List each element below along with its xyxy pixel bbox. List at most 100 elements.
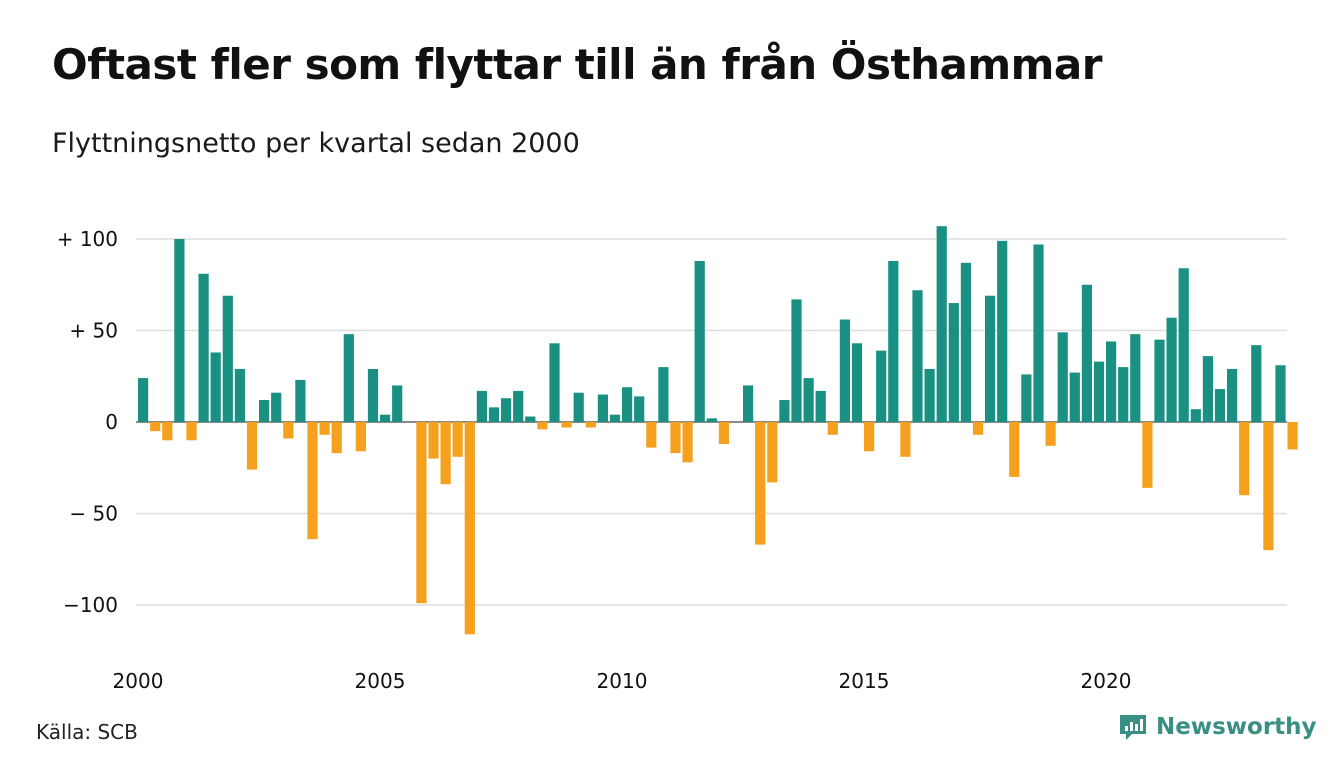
bar-2023-q1 [1251,345,1262,422]
bar-2005-q4 [416,422,427,604]
y-tick-label: 0 [105,410,118,434]
bar-2020-q2 [1118,367,1129,422]
bar-2018-q2 [1021,374,1032,422]
bar-2004-q2 [343,334,354,422]
brand-logo: Newsworthy [1118,712,1317,742]
bar-2010-q2 [634,396,645,422]
bar-chart: + 100 + 50 0 − 50 −100 2000 2005 2010 2015 2020 [57,226,1298,693]
newsworthy-logo-icon [1120,715,1146,740]
bar-2011-q3 [694,260,705,422]
bar-2017-q2 [972,422,984,435]
bar-2006-q3 [452,422,463,457]
x-tick-label: 2015 [839,669,890,693]
bar-2008-q1 [525,416,536,422]
bar-2020-q1 [1106,341,1117,422]
bar-2010-q4 [658,367,669,422]
bar-2008-q2 [537,422,548,430]
y-axis-labels: + 100 + 50 0 − 50 −100 [57,227,118,617]
bar-2013-q4 [803,378,814,422]
bar-2016-q1 [912,290,923,422]
bar-2016-q4 [948,303,959,422]
bar-2014-q2 [827,422,838,435]
bar-2001-q1 [186,422,197,441]
bar-2006-q4 [464,422,475,635]
bar-2008-q4 [561,422,572,428]
x-tick-label: 2010 [597,669,648,693]
brand-name: Newsworthy [1156,714,1317,740]
bar-2019-q1 [1057,332,1068,422]
y-tick-label: −100 [63,593,118,617]
bar-2023-q4 [1287,422,1298,450]
bar-2013-q1 [767,422,778,483]
bar-2023-q2 [1263,422,1274,551]
bar-2021-q1 [1154,339,1165,422]
bar-2011-q2 [682,422,693,463]
bar-2007-q1 [476,390,487,422]
bar-2014-q1 [815,390,826,422]
bar-2018-q3 [1033,244,1044,422]
bar-2000-q1 [138,378,149,422]
bar-2002-q4 [271,392,282,422]
bar-2002-q1 [234,368,245,422]
bar-2023-q3 [1275,365,1286,422]
bar-2011-q1 [670,422,681,454]
bar-2008-q3 [549,343,560,422]
x-tick-label: 2020 [1081,669,1132,693]
bar-2012-q3 [743,385,754,422]
x-axis-labels: 2000 2005 2010 2015 2020 [113,669,1132,693]
bar-2020-q3 [1130,334,1141,422]
bar-2000-q2 [150,422,161,432]
y-tick-label: + 100 [57,227,118,251]
bar-2003-q2 [295,379,306,422]
bar-2012-q1 [718,422,729,444]
bar-2009-q4 [609,414,621,422]
bar-2003-q4 [319,422,330,435]
bar-2021-q4 [1190,409,1201,422]
bar-2001-q2 [198,273,209,422]
bar-2015-q3 [888,260,899,422]
bar-2014-q4 [851,343,863,422]
bar-2001-q4 [222,295,233,422]
x-tick-label: 2000 [113,669,164,693]
bar-2015-q2 [876,350,887,422]
bar-2011-q4 [706,418,717,422]
bar-2020-q4 [1142,422,1153,488]
bar-2018-q4 [1045,422,1056,446]
bar-2015-q4 [900,422,911,457]
bar-2009-q1 [573,392,584,422]
bar-2006-q2 [440,422,451,485]
bar-2022-q3 [1227,368,1238,422]
x-tick-label: 2005 [355,669,406,693]
bar-2013-q3 [791,299,802,422]
bar-2019-q2 [1069,372,1080,422]
bar-2022-q2 [1214,389,1226,422]
bar-2000-q3 [162,422,173,441]
bar-2016-q2 [924,368,935,422]
bar-2010-q1 [622,387,633,422]
bar-2007-q2 [488,407,500,422]
bar-2006-q1 [428,422,439,459]
bar-2005-q2 [392,385,403,422]
bar-2004-q4 [367,368,379,422]
bar-2018-q1 [1009,422,1020,477]
bar-2021-q2 [1166,317,1177,422]
bar-2004-q1 [331,422,342,454]
bar-2022-q4 [1239,422,1250,496]
bars [138,226,1298,635]
bar-2007-q4 [513,390,524,422]
chart-title: Oftast fler som flyttar till än från Öst… [52,40,1102,89]
bar-2002-q3 [259,400,270,422]
source-note: Källa: SCB [36,720,138,744]
bar-2003-q1 [283,422,294,439]
bar-2021-q3 [1178,268,1189,422]
bar-2004-q3 [355,422,366,452]
bar-2016-q3 [936,226,947,422]
bar-2007-q3 [501,398,512,422]
bar-2005-q1 [380,414,391,422]
chart-subtitle: Flyttningsnetto per kvartal sedan 2000 [52,128,580,159]
bar-2003-q3 [307,422,318,540]
y-tick-label: − 50 [69,502,118,526]
bar-2010-q3 [646,422,657,448]
bar-2009-q3 [597,394,608,422]
bar-2009-q2 [585,422,596,428]
